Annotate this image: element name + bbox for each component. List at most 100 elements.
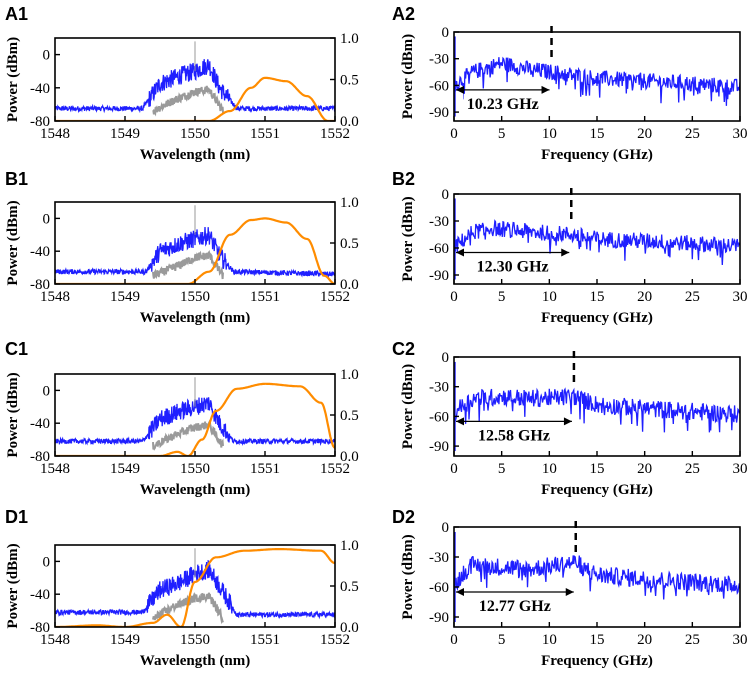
panel-label-d1: D1	[5, 507, 28, 527]
x-tick-label: 10	[542, 632, 557, 648]
y-axis-label: Power (dBm)	[400, 196, 416, 281]
x-tick-label: 1551	[250, 126, 280, 142]
x-tick-label: 1552	[320, 126, 350, 142]
y2-tick-label: 0.0	[340, 620, 359, 636]
y2-tick-label: 0.5	[340, 408, 359, 424]
x-tick-label: 1548	[40, 632, 70, 648]
annotation-label: 12.77 GHz	[479, 598, 551, 615]
annotation-bg	[464, 93, 544, 112]
x-tick-label: 1552	[320, 461, 350, 477]
y-tick-label: -30	[429, 52, 449, 68]
x-axis-label: Wavelength (nm)	[140, 310, 250, 326]
x-axis-label: Wavelength (nm)	[140, 482, 250, 498]
x-tick-label: 1550	[180, 461, 210, 477]
x-tick-label: 5	[498, 289, 506, 305]
x-axis-label: Wavelength (nm)	[140, 147, 250, 163]
x-tick-label: 1548	[40, 126, 70, 142]
x-tick-label: 5	[498, 461, 506, 477]
y2-tick-label: 1.0	[340, 31, 359, 47]
y2-tick-label: 0.5	[340, 579, 359, 595]
x-tick-label: 20	[637, 126, 652, 142]
y-tick-label: -90	[429, 610, 449, 626]
y-axis-label: Power (dBm)	[5, 372, 21, 457]
x-tick-label: 1549	[110, 461, 140, 477]
panel-label-c1: C1	[5, 339, 28, 359]
y2-tick-label: 0.0	[340, 114, 359, 130]
arrow-head-right	[541, 85, 550, 94]
annotation-label: 12.30 GHz	[477, 259, 549, 276]
panel-label-b2: B2	[392, 169, 415, 189]
x-tick-label: 20	[637, 289, 652, 305]
x-tick-label: 0	[450, 289, 458, 305]
annotation-label: 10.23 GHz	[467, 96, 539, 113]
arrow-head-right	[563, 417, 572, 426]
y2-tick-label: 0.0	[340, 277, 359, 293]
orange-filter-line	[55, 76, 335, 121]
panel-label-a2: A2	[392, 4, 415, 24]
x-tick-label: 1549	[110, 289, 140, 305]
arrow-head-left	[456, 248, 464, 257]
grey-spectrum-line	[152, 419, 224, 451]
x-tick-label: 5	[498, 126, 506, 142]
y-tick-label: -60	[429, 409, 449, 425]
y-tick-label: 0	[442, 350, 450, 366]
x-tick-label: 25	[685, 461, 700, 477]
x-axis-label: Frequency (GHz)	[541, 482, 653, 498]
y2-tick-label: 1.0	[340, 195, 359, 211]
grey-spectrum-line	[152, 85, 224, 117]
y-tick-label: -90	[429, 105, 449, 121]
x-tick-label: 1550	[180, 289, 210, 305]
y-tick-label: 0	[442, 520, 450, 536]
y-tick-label: -40	[30, 244, 50, 260]
panel-a1	[54, 37, 336, 122]
y-tick-label: -60	[429, 241, 449, 257]
x-axis-label: Frequency (GHz)	[541, 147, 653, 163]
y-tick-label: -30	[429, 214, 449, 230]
panel-label-c2: C2	[392, 339, 415, 359]
x-tick-label: 10	[542, 289, 557, 305]
y-axis-label: Power (dBm)	[400, 364, 416, 449]
annotation-bg	[464, 256, 564, 275]
orange-filter-line	[55, 382, 335, 456]
arrow-head-right	[561, 248, 570, 257]
panel-c2	[453, 351, 741, 457]
y-tick-label: -90	[429, 439, 449, 455]
x-tick-label: 20	[637, 632, 652, 648]
y-tick-label: 0	[43, 383, 51, 399]
x-tick-label: 1548	[40, 461, 70, 477]
y-tick-label: -80	[30, 449, 50, 465]
y2-tick-label: 1.0	[340, 538, 359, 554]
x-tick-label: 1552	[320, 289, 350, 305]
blue-spectrum-line	[55, 226, 335, 278]
x-axis-label: Frequency (GHz)	[541, 310, 653, 326]
x-axis-label: Wavelength (nm)	[140, 653, 250, 669]
x-tick-label: 30	[733, 632, 748, 648]
y2-tick-label: 1.0	[340, 367, 359, 383]
x-tick-label: 30	[733, 461, 748, 477]
x-tick-label: 15	[590, 461, 605, 477]
rf-spectrum-line	[454, 387, 740, 433]
y-tick-label: 0	[442, 187, 450, 203]
y-axis-label: Power (dBm)	[5, 543, 21, 628]
x-tick-label: 1552	[320, 632, 350, 648]
x-tick-label: 25	[685, 632, 700, 648]
panel-c1	[54, 373, 336, 457]
x-tick-label: 10	[542, 126, 557, 142]
x-tick-label: 1548	[40, 289, 70, 305]
y-tick-label: -40	[30, 416, 50, 432]
y2-tick-label: 0.0	[340, 449, 359, 465]
y-tick-label: -90	[429, 268, 449, 284]
y-axis-label: Power (dBm)	[5, 37, 21, 122]
x-tick-label: 30	[733, 126, 748, 142]
x-tick-label: 1551	[250, 632, 280, 648]
arrow-head-left	[456, 85, 464, 94]
y-tick-label: -40	[30, 587, 50, 603]
y-tick-label: -60	[429, 580, 449, 596]
x-tick-label: 15	[590, 126, 605, 142]
y-tick-label: -80	[30, 620, 50, 636]
x-tick-label: 15	[590, 289, 605, 305]
annotation-bg	[464, 425, 566, 444]
panel-b2	[453, 188, 741, 285]
panel-b1	[54, 201, 336, 285]
